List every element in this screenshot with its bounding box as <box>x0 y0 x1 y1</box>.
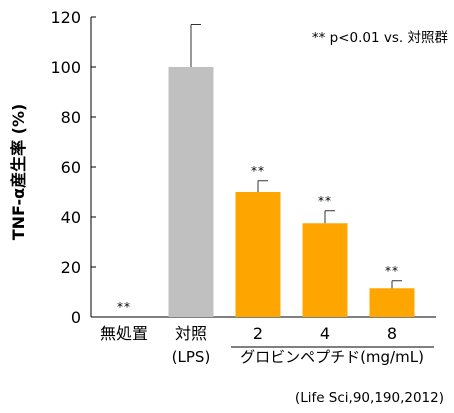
x-tick-label: 対照 <box>175 324 207 343</box>
y-tick-label: 120 <box>50 8 81 27</box>
significance-marks: ** ** ** ** <box>117 164 399 314</box>
bar <box>369 288 415 317</box>
significance-mark: ** <box>117 300 131 314</box>
y-tick-label: 20 <box>61 258 81 277</box>
x-tick-sublabel: (LPS) <box>172 348 211 366</box>
y-tick-label: 0 <box>71 308 81 327</box>
y-tick-label: 80 <box>61 108 81 127</box>
x-tick-label: 2 <box>253 324 263 343</box>
legend-note: ** p<0.01 vs. 対照群 <box>312 30 449 46</box>
y-axis-label: TNF-α産生率 (%) <box>9 104 28 241</box>
significance-mark: ** <box>385 264 399 278</box>
y-tick-label: 40 <box>61 208 81 227</box>
significance-mark: ** <box>251 164 265 178</box>
error-bars <box>190 24 402 289</box>
bar <box>168 67 214 317</box>
y-tick-label: 100 <box>50 58 81 77</box>
x-tick-label: 4 <box>320 324 330 343</box>
significance-mark: ** <box>318 194 332 208</box>
bar <box>302 223 348 317</box>
bars <box>168 67 415 317</box>
x-tick-label: 無処置 <box>100 324 148 343</box>
x-tick-label: 8 <box>387 324 397 343</box>
x-tick-labels: 無処置 対照 (LPS) 2 4 8 <box>100 324 397 366</box>
y-ticks: 0 20 40 60 80 100 120 <box>50 8 96 327</box>
source-citation: (Life Sci,90,190,2012) <box>295 390 444 406</box>
group-label: グロビンペプチド(mg/mL) <box>240 348 424 366</box>
y-tick-label: 60 <box>61 158 81 177</box>
bar <box>235 192 281 317</box>
